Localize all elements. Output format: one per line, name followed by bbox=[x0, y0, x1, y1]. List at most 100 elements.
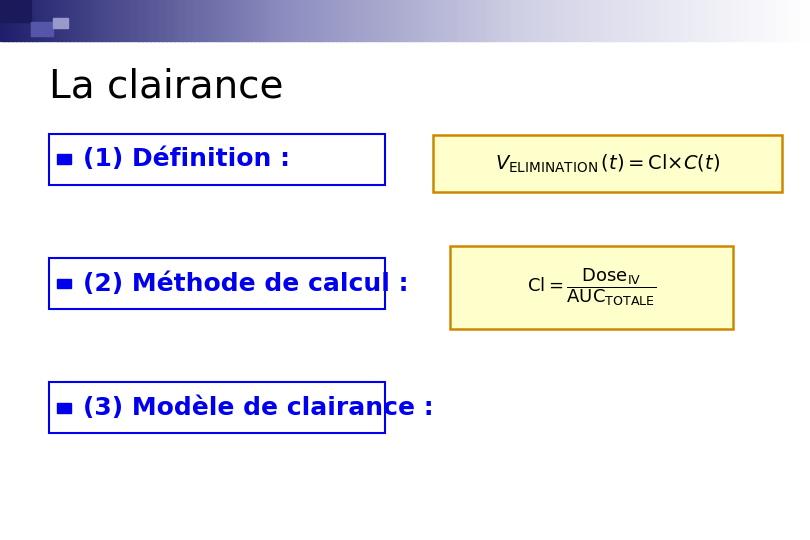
Bar bbox=[288, 0, 292, 40]
Bar bbox=[458, 0, 463, 40]
Bar bbox=[138, 0, 143, 40]
Bar bbox=[166, 0, 171, 40]
Bar bbox=[717, 0, 722, 40]
Bar bbox=[344, 0, 349, 40]
Bar bbox=[656, 0, 661, 40]
Bar bbox=[352, 0, 357, 40]
Bar bbox=[243, 0, 248, 40]
Bar bbox=[275, 0, 280, 40]
Bar bbox=[555, 0, 560, 40]
Bar bbox=[284, 0, 288, 40]
Bar bbox=[595, 0, 600, 40]
Text: $\mathit{V}_{\mathrm{ELIMINATION}}\,\mathit{(t)} = \mathrm{Cl}{\times}\mathit{C}: $\mathit{V}_{\mathrm{ELIMINATION}}\,\mat… bbox=[495, 152, 720, 174]
Bar bbox=[61, 0, 66, 40]
Bar bbox=[336, 0, 341, 40]
Bar bbox=[4, 0, 9, 40]
Bar bbox=[417, 0, 422, 40]
Text: (2) Méthode de calcul :: (2) Méthode de calcul : bbox=[83, 272, 409, 295]
Bar bbox=[591, 0, 596, 40]
Bar bbox=[688, 0, 693, 40]
Bar bbox=[774, 0, 778, 40]
Bar bbox=[608, 0, 612, 40]
FancyBboxPatch shape bbox=[49, 382, 385, 433]
Bar bbox=[385, 0, 390, 40]
Bar bbox=[612, 0, 616, 40]
Bar bbox=[126, 0, 130, 40]
Bar bbox=[709, 0, 714, 40]
Bar bbox=[705, 0, 710, 40]
Bar bbox=[745, 0, 750, 40]
Bar bbox=[271, 0, 276, 40]
Bar bbox=[300, 0, 305, 40]
Bar bbox=[97, 0, 102, 40]
Bar bbox=[757, 0, 762, 40]
Bar bbox=[790, 0, 795, 40]
Bar bbox=[575, 0, 580, 40]
Bar bbox=[733, 0, 738, 40]
Bar bbox=[786, 0, 791, 40]
Bar bbox=[113, 0, 118, 40]
Bar bbox=[421, 0, 426, 40]
Text: $\mathrm{Cl} = \dfrac{\mathrm{Dose}_{\mathrm{IV}}}{\mathrm{AUC}_{\mathrm{TOTALE}: $\mathrm{Cl} = \dfrac{\mathrm{Dose}_{\ma… bbox=[526, 267, 656, 308]
Bar bbox=[539, 0, 544, 40]
Bar bbox=[806, 0, 810, 40]
Bar bbox=[522, 0, 527, 40]
Bar bbox=[474, 0, 479, 40]
Bar bbox=[486, 0, 491, 40]
Bar bbox=[518, 0, 523, 40]
Bar bbox=[263, 0, 268, 40]
Bar bbox=[101, 0, 106, 40]
Bar bbox=[401, 0, 406, 40]
Bar bbox=[158, 0, 163, 40]
Bar bbox=[506, 0, 511, 40]
Bar bbox=[57, 0, 62, 40]
Bar bbox=[198, 0, 203, 40]
Bar bbox=[729, 0, 734, 40]
Bar bbox=[450, 0, 454, 40]
Bar bbox=[640, 0, 645, 40]
Text: (1) Définition :: (1) Définition : bbox=[83, 147, 291, 171]
Bar bbox=[441, 0, 446, 40]
Bar bbox=[53, 0, 58, 40]
Bar bbox=[741, 0, 746, 40]
Bar bbox=[360, 0, 365, 40]
Bar bbox=[296, 0, 301, 40]
Bar bbox=[648, 0, 653, 40]
Bar bbox=[737, 0, 742, 40]
Bar bbox=[498, 0, 503, 40]
FancyBboxPatch shape bbox=[433, 135, 782, 192]
Bar bbox=[16, 0, 21, 40]
Bar bbox=[620, 0, 625, 40]
Bar bbox=[202, 0, 207, 40]
Bar bbox=[162, 0, 167, 40]
Bar bbox=[227, 0, 232, 40]
Bar bbox=[12, 0, 17, 40]
Bar bbox=[190, 0, 195, 40]
Text: (3) Modèle de clairance :: (3) Modèle de clairance : bbox=[83, 396, 434, 420]
Bar bbox=[433, 0, 438, 40]
Bar bbox=[219, 0, 224, 40]
Bar bbox=[231, 0, 236, 40]
Bar bbox=[644, 0, 649, 40]
Bar bbox=[664, 0, 669, 40]
Bar bbox=[765, 0, 770, 40]
Bar bbox=[178, 0, 183, 40]
Bar bbox=[320, 0, 325, 40]
Bar bbox=[259, 0, 264, 40]
Bar bbox=[563, 0, 568, 40]
Bar bbox=[57, 403, 71, 413]
Bar bbox=[32, 0, 37, 40]
Bar bbox=[122, 0, 126, 40]
Bar bbox=[364, 0, 369, 40]
Bar bbox=[186, 0, 191, 40]
Bar bbox=[134, 0, 139, 40]
Bar bbox=[494, 0, 499, 40]
Bar bbox=[130, 0, 134, 40]
Bar bbox=[551, 0, 556, 40]
Bar bbox=[316, 0, 321, 40]
Bar bbox=[53, 18, 68, 28]
Bar bbox=[332, 0, 337, 40]
Bar bbox=[778, 0, 782, 40]
Bar bbox=[239, 0, 244, 40]
Bar bbox=[373, 0, 377, 40]
